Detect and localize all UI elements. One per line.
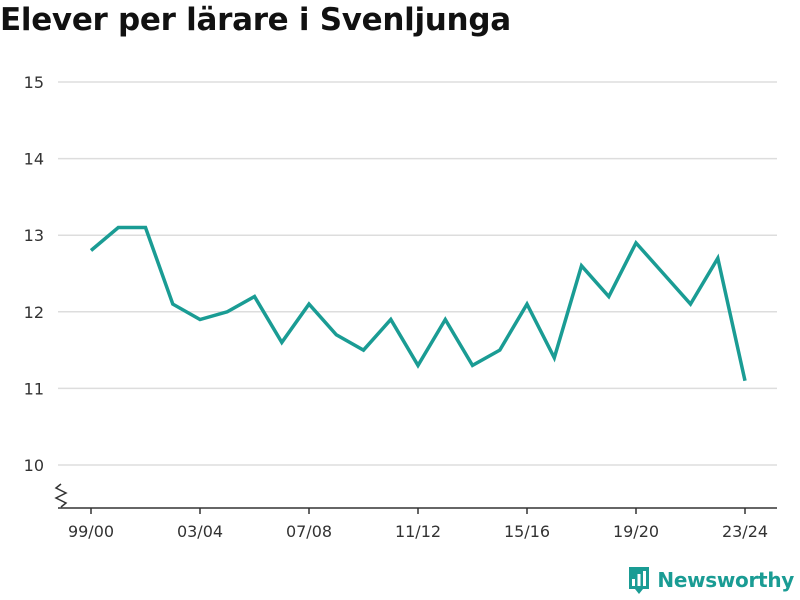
- series-layer: [89, 225, 747, 382]
- x-tick-label: 99/00: [68, 522, 114, 541]
- x-tick-label: 03/04: [177, 522, 223, 541]
- brand-name: Newsworthy: [657, 568, 794, 592]
- x-tick-label: 19/20: [613, 522, 659, 541]
- y-tick-label: 11: [24, 379, 44, 398]
- x-axis: [54, 483, 777, 514]
- brand-logo: Newsworthy: [627, 565, 794, 595]
- y-tick-label: 13: [24, 226, 44, 245]
- y-tick-label: 10: [24, 456, 44, 475]
- y-tick-label: 12: [24, 303, 44, 322]
- chart-title: Elever per lärare i Svenljunga: [0, 2, 511, 38]
- series-line-0: [89, 225, 747, 382]
- x-tick-label: 23/24: [722, 522, 768, 541]
- x-axis-labels: 99/00 03/04 07/08 11/12 15/16 19/20 23/24: [68, 522, 768, 541]
- bar-chart-logo-icon: [629, 567, 650, 594]
- gridlines: [58, 81, 777, 466]
- y-tick-label: 15: [24, 73, 44, 92]
- y-axis-labels: 10 11 12 13 14 15: [24, 73, 44, 475]
- x-tick-label: 15/16: [504, 522, 550, 541]
- x-tick-label: 07/08: [286, 522, 332, 541]
- axis-break-icon: [54, 483, 68, 508]
- x-tick-label: 11/12: [395, 522, 441, 541]
- y-tick-label: 14: [24, 150, 44, 169]
